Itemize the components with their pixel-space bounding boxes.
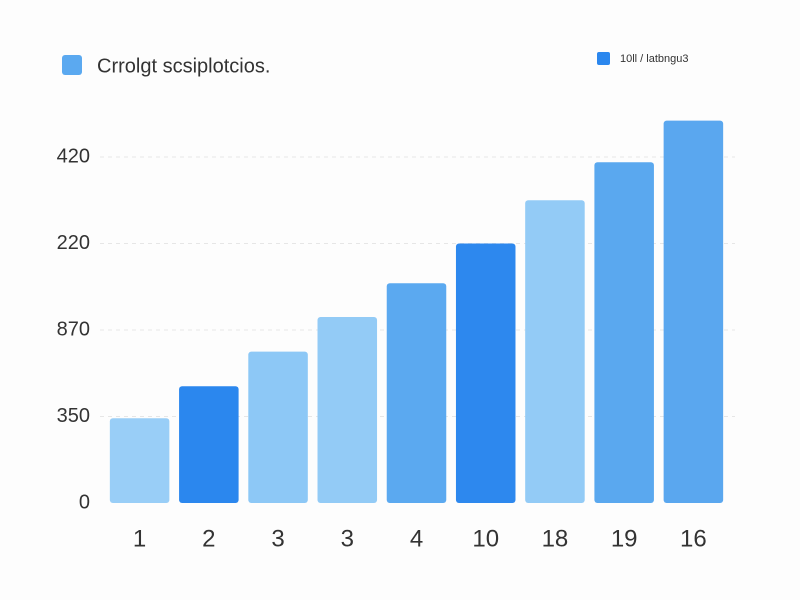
bar — [317, 317, 378, 503]
legend-swatch — [597, 52, 610, 65]
bar — [248, 351, 308, 503]
bar — [386, 283, 447, 503]
x-tick-label: 18 — [542, 525, 569, 552]
legend-label: 10ll / latbngu3 — [620, 53, 689, 65]
x-tick-label: 3 — [341, 525, 354, 552]
bar — [525, 200, 585, 503]
bar — [179, 386, 239, 503]
bar — [594, 162, 654, 503]
chart-title: Crrolgt scsiplotcios. — [97, 55, 270, 77]
y-tick-label: 870 — [57, 318, 90, 340]
bar — [455, 243, 516, 503]
title-icon — [62, 55, 82, 75]
y-tick-label: 0 — [79, 491, 90, 513]
x-tick-label: 4 — [410, 525, 423, 552]
x-tick-label: 3 — [271, 525, 284, 552]
x-tick-label: 19 — [611, 525, 638, 552]
x-tick-label: 1 — [133, 525, 146, 552]
y-tick-label: 350 — [57, 405, 90, 427]
x-tick-label: 10 — [472, 525, 499, 552]
y-tick-label: 220 — [57, 232, 90, 254]
bar — [663, 120, 724, 504]
x-tick-label: 16 — [680, 525, 707, 552]
bar — [109, 418, 170, 503]
x-tick-label: 2 — [202, 525, 215, 552]
y-tick-label: 420 — [57, 145, 90, 167]
